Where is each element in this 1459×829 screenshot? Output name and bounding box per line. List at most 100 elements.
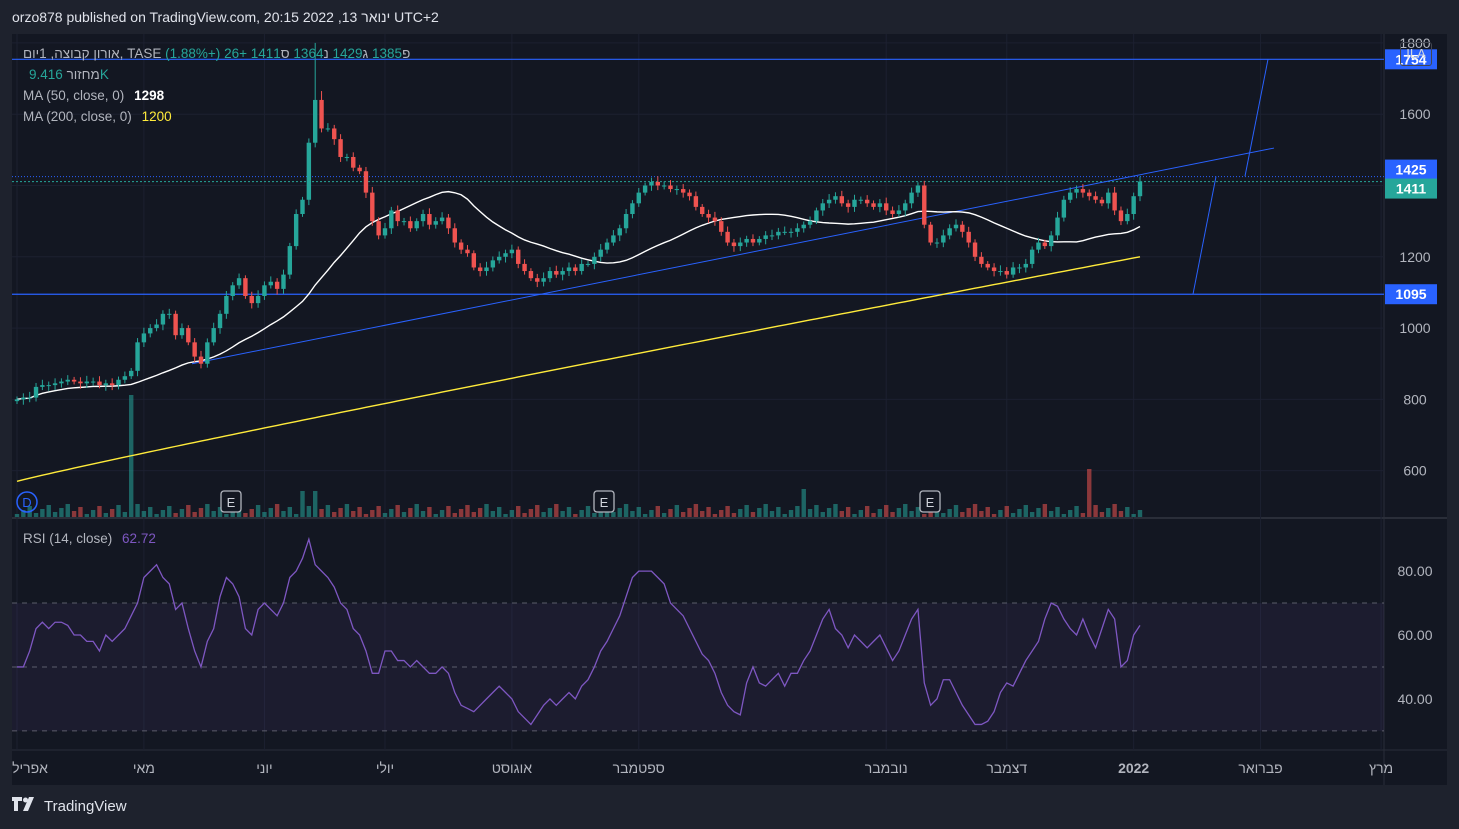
volume-bar (890, 512, 895, 517)
candle-body (687, 192, 692, 197)
volume-bar (579, 510, 584, 517)
ma50-line (16, 190, 1141, 401)
volume-bar (217, 507, 223, 517)
volume-bar (712, 514, 718, 517)
currency-button[interactable]: ILA (1400, 42, 1432, 66)
volume-bar (33, 513, 39, 517)
volume-bar (795, 506, 800, 517)
candle-body (541, 278, 546, 282)
volume-bar (109, 509, 115, 517)
candle-body (116, 379, 121, 386)
candle-body (1087, 192, 1092, 197)
channel-line (1192, 176, 1217, 295)
candle-body (274, 281, 280, 289)
candle-body (833, 196, 838, 200)
candle-body (103, 383, 109, 386)
rsi-value: 62.72 (122, 531, 156, 546)
candle-body (306, 142, 312, 200)
volume-bar (148, 507, 153, 517)
change-value: +26 (+1.88%) (165, 46, 247, 61)
volume-bar (1048, 511, 1054, 517)
volume-bar (59, 508, 64, 517)
legend-ohlc: אורון קבוצה, 1יום, TASE פ1385 ג1429 נ136… (23, 46, 410, 61)
candle-body (731, 242, 737, 247)
candle-body (700, 206, 705, 215)
volume-bar (642, 514, 648, 517)
price-tag-label: 1095 (1395, 286, 1426, 302)
volume-bar (960, 512, 965, 517)
volume-bar (877, 509, 883, 517)
volume-bar (198, 508, 204, 517)
volume-bar (807, 509, 813, 517)
candle-body (991, 267, 997, 272)
volume-bar (985, 507, 990, 517)
time-axis: אפריל מאי יוני יולי אוגוסט ספטמבר נובמבר דצמבר 2… (12, 760, 1393, 776)
horizontal-levels (12, 58, 1384, 295)
candle-body (217, 313, 223, 329)
price-tag (1385, 49, 1437, 70)
volume-bar (65, 504, 70, 517)
candle-body (21, 397, 26, 400)
volume-bar (287, 507, 293, 517)
volume-bar (503, 514, 508, 517)
candle-body (680, 189, 686, 193)
ma50-path (16, 190, 1141, 401)
time-tick-label: יוני (256, 760, 272, 776)
candle-body (693, 196, 699, 207)
volume-bar (1061, 514, 1067, 517)
volume-bar (547, 508, 553, 517)
volume-bar (522, 513, 527, 517)
volume-bar (477, 508, 483, 517)
volume-bar (1137, 510, 1143, 517)
candle-body (471, 253, 477, 268)
candle-body (249, 295, 254, 304)
volume-bar (141, 511, 147, 517)
volume-bar (953, 505, 959, 517)
candle-body (890, 210, 895, 215)
volume-bar (325, 505, 331, 517)
candle-body (630, 203, 635, 215)
candle-body (300, 199, 305, 215)
volume-bar (909, 511, 914, 517)
rsi-tick-label: 80.00 (1397, 563, 1432, 579)
volume-bar (814, 505, 819, 517)
candle-body (1137, 181, 1143, 197)
candle-body (496, 256, 502, 261)
candle-body (287, 246, 293, 275)
volume-bar (452, 513, 457, 517)
volume-bar (1080, 513, 1086, 517)
price-tag (1385, 159, 1437, 180)
volume-bar (598, 509, 603, 517)
candle-body (236, 278, 242, 286)
volume-bar (966, 508, 971, 517)
legend-ma50: MA (50, close, 0) 1298 (23, 88, 164, 103)
volume-bar (1004, 506, 1009, 517)
candle-body (14, 399, 20, 402)
candle-body (109, 383, 115, 386)
candle-body (915, 185, 921, 193)
candle-body (167, 313, 172, 315)
candle-body (934, 242, 940, 244)
candle-body (585, 263, 591, 265)
volume-bar (319, 509, 324, 517)
candle-body (845, 203, 851, 207)
candle-body (325, 128, 331, 130)
candle-body (750, 238, 756, 243)
price-tick-label: 600 (1403, 463, 1427, 479)
volume-bar (420, 511, 426, 517)
candle-body (90, 381, 96, 383)
volume-bar (750, 512, 756, 517)
price-tag (1385, 178, 1437, 199)
volume-bar (585, 506, 591, 517)
price-tag-label: 1411 (1396, 181, 1427, 197)
candle-body (661, 185, 667, 187)
volume-bar (186, 505, 191, 517)
rsi-tick-label: 40.00 (1397, 691, 1432, 707)
candle-body (319, 99, 324, 129)
volume-bar (268, 508, 273, 517)
candle-body (839, 196, 845, 204)
volume-bar (655, 506, 661, 517)
candle-body (1080, 189, 1086, 193)
